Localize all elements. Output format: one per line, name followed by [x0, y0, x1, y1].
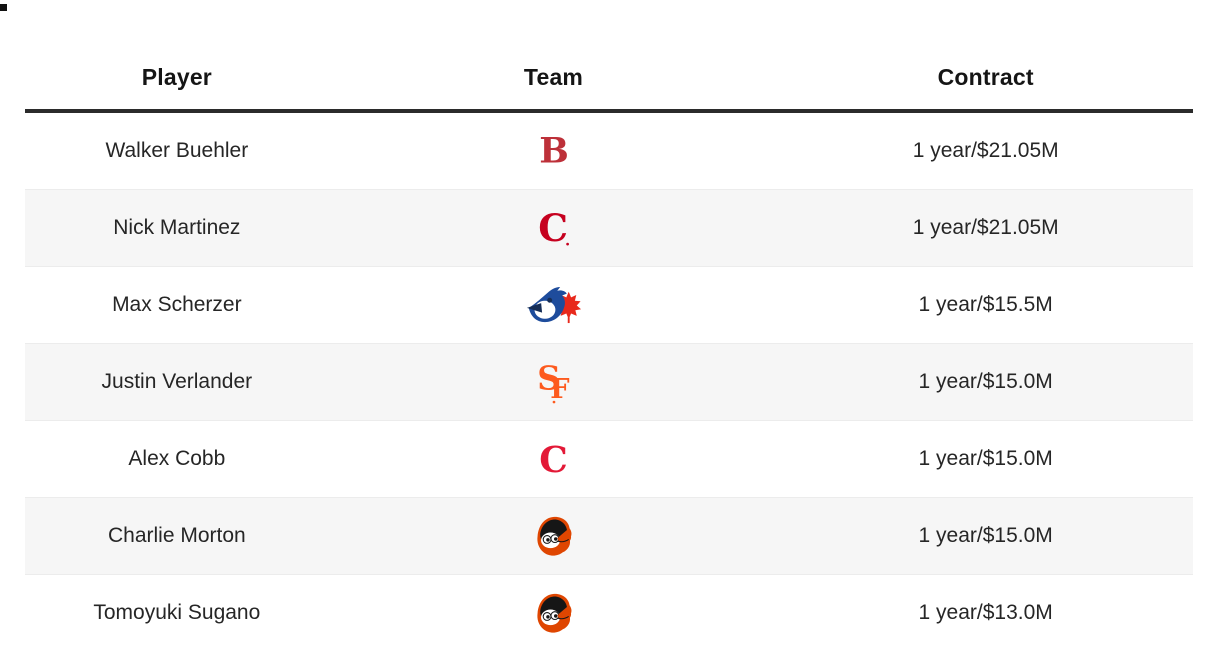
reds-logo-icon — [537, 208, 571, 248]
team-logo-cell — [328, 497, 779, 575]
team-logo-cell — [329, 575, 779, 652]
table-row: Nick Martinez 1 year/$21.05M — [25, 189, 1193, 267]
contracts-table-container: Player Team Contract Walker Buehler 1 yea… — [25, 45, 1193, 651]
table-row: Tomoyuki Sugano 1 year/$13.0M — [25, 575, 1193, 652]
table-row: Alex Cobb 1 year/$15.0M — [25, 421, 1193, 498]
table-row: Charlie Morton 1 year/$15.0M — [25, 497, 1193, 575]
red-sox-logo-icon — [539, 131, 569, 171]
team-logo-cell — [329, 267, 779, 344]
header-row: Player Team Contract — [25, 45, 1193, 113]
contract-value: 1 year/$15.0M — [778, 343, 1193, 421]
team-logo-cell — [329, 421, 779, 498]
team-logo-cell — [328, 343, 779, 421]
blue-jays-logo-icon — [525, 282, 582, 328]
player-name: Charlie Morton — [25, 497, 329, 575]
col-header-contract: Contract — [778, 45, 1193, 113]
orioles-logo-icon — [535, 592, 573, 634]
contract-value: 1 year/$15.0M — [918, 447, 1053, 470]
team-logo-cell — [329, 111, 779, 190]
contract-value: 1 year/$15.0M — [778, 497, 1193, 575]
player-name: Walker Buehler — [105, 139, 249, 162]
table-header: Player Team Contract — [25, 45, 1193, 113]
table-row: Max Scherzer 1 year/$15.5M — [25, 267, 1193, 344]
contract-value: 1 year/$13.0M — [918, 601, 1053, 624]
guardians-logo-icon — [539, 439, 568, 479]
player-name: Nick Martinez — [25, 189, 329, 267]
orioles-logo-icon — [535, 515, 573, 557]
contract-value: 1 year/$21.05M — [778, 189, 1193, 267]
contract-value: 1 year/$15.5M — [918, 293, 1053, 316]
contract-value: 1 year/$21.05M — [912, 139, 1059, 162]
contracts-table: Player Team Contract Walker Buehler 1 yea… — [25, 45, 1193, 651]
table-row: Walker Buehler 1 year/$21.05M — [25, 111, 1193, 190]
team-logo-cell — [328, 189, 779, 267]
player-name: Tomoyuki Sugano — [93, 601, 261, 624]
giants-logo-icon — [537, 359, 571, 406]
table-body: Walker Buehler 1 year/$21.05M Nick Martine… — [25, 111, 1193, 651]
table-row: Justin Verlander 1 year/$15.0M — [25, 343, 1193, 421]
col-header-player: Player — [25, 45, 329, 113]
player-name: Alex Cobb — [128, 447, 226, 470]
player-name: Justin Verlander — [25, 343, 329, 421]
player-name: Max Scherzer — [112, 293, 242, 316]
corner-mark — [0, 4, 7, 11]
col-header-team: Team — [328, 45, 779, 113]
